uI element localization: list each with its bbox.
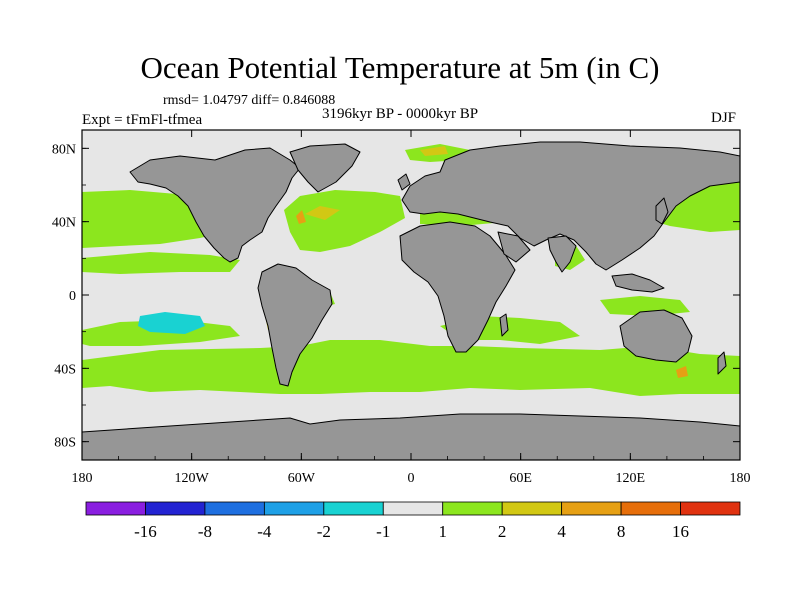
- land-antarctica: [82, 413, 740, 460]
- colorbar-label: -4: [257, 522, 272, 541]
- land-new-zealand: [717, 351, 727, 375]
- y-tick-label: 0: [69, 289, 76, 304]
- x-tick-label: 120E: [616, 471, 646, 486]
- season-label: DJF: [711, 110, 737, 126]
- land-north-america: [129, 147, 301, 263]
- land-australia: [619, 309, 693, 363]
- land-eurasia: [401, 141, 740, 271]
- colorbar-swatch: [85, 501, 146, 516]
- experiment-label: Expt = tFmFl-tfmea: [82, 112, 203, 128]
- x-tick-label: 0: [408, 471, 415, 486]
- colorbar-label: 1: [438, 522, 447, 541]
- colorbar: -16 -8 -4 -2 -1 1 2 4 8 16: [85, 501, 741, 541]
- axis-ticks: 180 120W 60W 0 60E 120E 180 80N 40N 0 40S 80S: [52, 130, 751, 486]
- period-label: 3196kyr BP - 0000kyr BP: [322, 106, 479, 122]
- colorbar-swatch: [145, 501, 206, 516]
- stats-label: rmsd= 1.04797 diff= 0.846088: [163, 93, 336, 108]
- colorbar-label: 4: [557, 522, 566, 541]
- colorbar-swatch: [680, 501, 741, 516]
- x-tick-label: 180: [72, 471, 93, 486]
- colorbar-swatch: [323, 501, 384, 516]
- colorbar-swatch: [382, 501, 444, 516]
- map-plot-area: [82, 130, 740, 460]
- land-japan: [655, 197, 669, 225]
- strong-warm-regions: [296, 210, 688, 378]
- y-tick-label: 40S: [54, 362, 76, 377]
- land-greenland: [289, 143, 361, 193]
- land-masses: [82, 141, 740, 460]
- colorbar-swatch: [204, 501, 265, 516]
- colorbar-label: 2: [498, 522, 507, 541]
- colorbar-swatch: [561, 501, 622, 516]
- cool-anomaly-region: [138, 312, 205, 334]
- land-india: [547, 235, 577, 273]
- x-tick-label: 60E: [509, 471, 532, 486]
- map-title: Ocean Potential Temperature at 5m (in C): [140, 50, 660, 85]
- colorbar-swatch: [263, 501, 325, 516]
- x-tick-label: 180: [730, 471, 751, 486]
- colorbar-label: 8: [617, 522, 626, 541]
- colorbar-label: -2: [317, 522, 331, 541]
- colorbar-swatch: [442, 501, 503, 516]
- land-madagascar: [499, 313, 509, 337]
- colorbar-swatch: [620, 501, 681, 516]
- land-indonesia: [611, 273, 665, 293]
- x-tick-label: 120W: [175, 471, 210, 486]
- colorbar-swatch: [501, 501, 563, 516]
- land-british-isles: [397, 173, 411, 191]
- colorbar-label: -16: [134, 522, 157, 541]
- y-tick-label: 40N: [52, 216, 76, 231]
- colorbar-label: -1: [376, 522, 390, 541]
- colorbar-label: 16: [672, 522, 689, 541]
- colorbar-label: -8: [198, 522, 212, 541]
- y-tick-label: 80N: [52, 142, 76, 157]
- land-arabia: [497, 231, 531, 263]
- x-tick-label: 60W: [288, 471, 316, 486]
- land-south-america: [257, 263, 333, 387]
- y-tick-label: 80S: [54, 436, 76, 451]
- land-africa: [399, 221, 516, 353]
